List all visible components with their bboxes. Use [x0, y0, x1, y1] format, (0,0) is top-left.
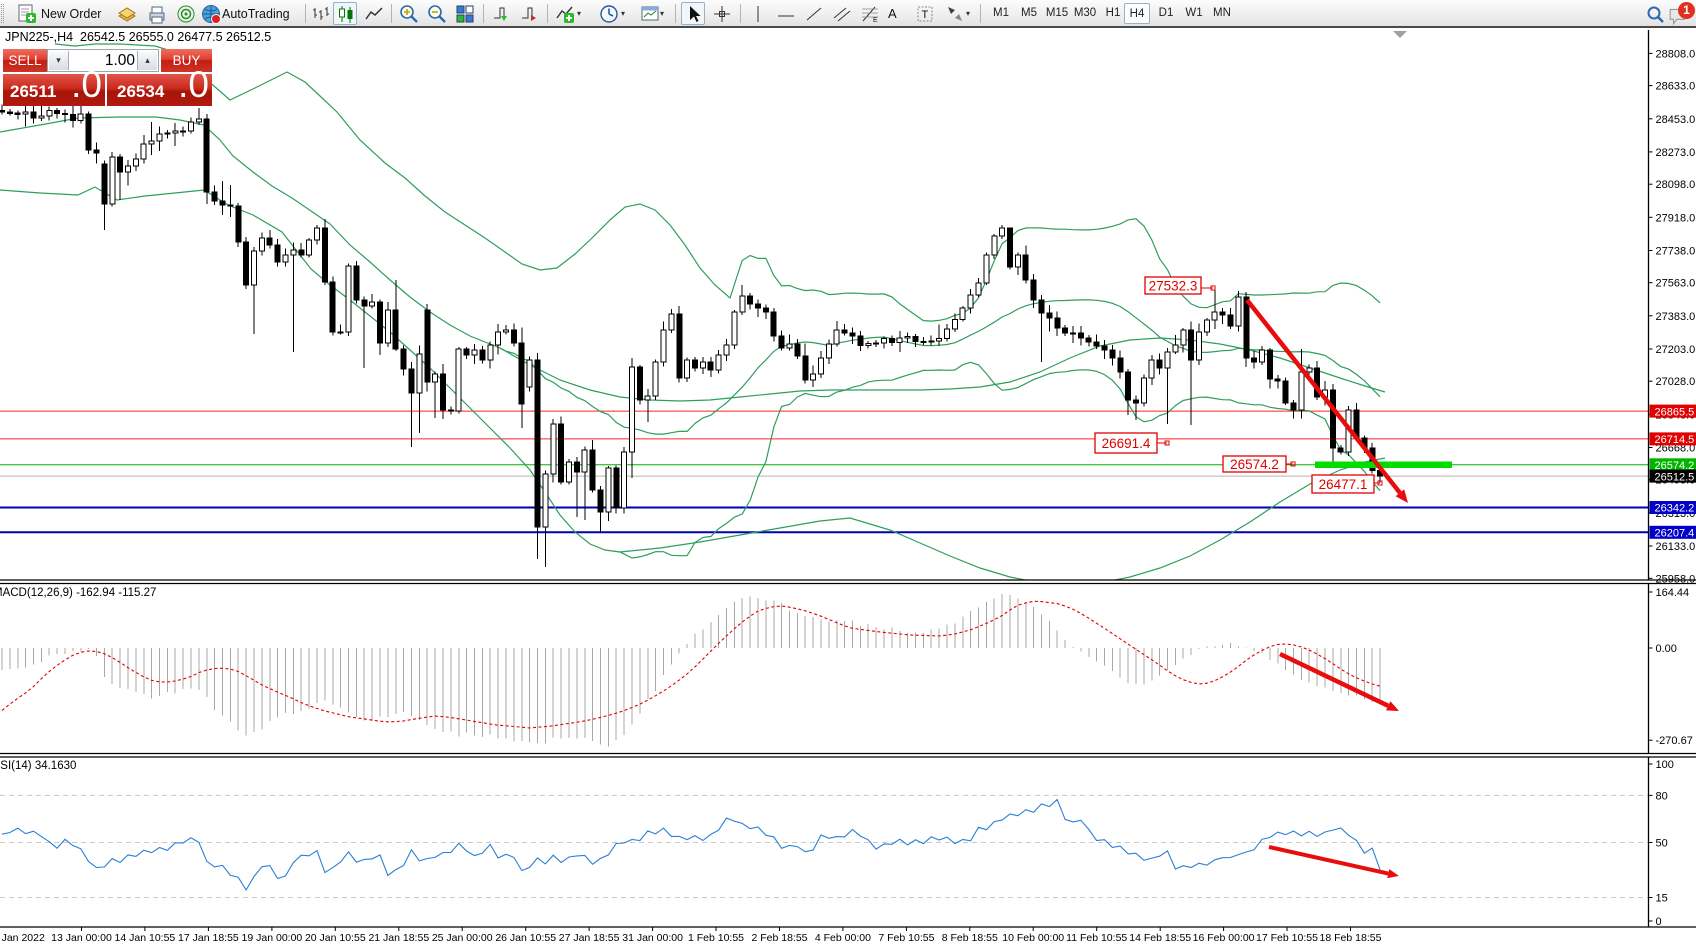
svg-text:50: 50	[1656, 838, 1668, 850]
svg-text:28273.0: 28273.0	[1656, 147, 1696, 159]
svg-text:28633.0: 28633.0	[1656, 81, 1696, 93]
svg-text:28808.0: 28808.0	[1656, 48, 1696, 60]
svg-text:25 Jan 00:00: 25 Jan 00:00	[432, 932, 493, 944]
svg-text:27 Jan 18:55: 27 Jan 18:55	[559, 932, 620, 944]
svg-text:26574.2: 26574.2	[1230, 457, 1279, 472]
svg-text:28098.0: 28098.0	[1656, 179, 1696, 191]
svg-text:31 Jan 00:00: 31 Jan 00:00	[622, 932, 683, 944]
svg-text:-270.67: -270.67	[1656, 735, 1693, 747]
svg-text:1 Feb 10:55: 1 Feb 10:55	[688, 932, 744, 944]
svg-text:26133.0: 26133.0	[1656, 541, 1696, 553]
svg-text:0: 0	[1656, 916, 1662, 928]
svg-text:27918.0: 27918.0	[1656, 212, 1696, 224]
svg-text:11 Feb 10:55: 11 Feb 10:55	[1066, 932, 1127, 944]
svg-text:27203.0: 27203.0	[1656, 344, 1696, 356]
svg-text:164.44: 164.44	[1656, 587, 1690, 599]
svg-text:28453.0: 28453.0	[1656, 114, 1696, 126]
svg-text:26865.5: 26865.5	[1655, 406, 1695, 418]
svg-text:RSI(14) 34.1630: RSI(14) 34.1630	[0, 760, 76, 772]
svg-text:7 Feb 10:55: 7 Feb 10:55	[878, 932, 934, 944]
svg-text:21 Jan 18:55: 21 Jan 18:55	[368, 932, 429, 944]
svg-text:18 Feb 18:55: 18 Feb 18:55	[1320, 932, 1382, 944]
svg-text:26691.4: 26691.4	[1102, 436, 1151, 451]
svg-text:20 Jan 10:55: 20 Jan 10:55	[305, 932, 366, 944]
svg-text:26714.5: 26714.5	[1655, 434, 1695, 446]
svg-text:MACD(12,26,9) -162.94 -115.27: MACD(12,26,9) -162.94 -115.27	[0, 587, 156, 599]
svg-text:17 Jan 18:55: 17 Jan 18:55	[178, 932, 239, 944]
svg-text:25958.0: 25958.0	[1656, 573, 1696, 585]
svg-text:26574.2: 26574.2	[1655, 460, 1695, 472]
svg-text:26207.4: 26207.4	[1655, 528, 1695, 540]
svg-text:12 Jan 2022: 12 Jan 2022	[0, 932, 45, 944]
svg-text:JPN225-,H4 26542.5 26555.0 26: JPN225-,H4 26542.5 26555.0 26477.5 26512…	[5, 30, 271, 44]
svg-text:E: E	[873, 17, 878, 24]
svg-text:10 Feb 00:00: 10 Feb 00:00	[1002, 932, 1064, 944]
svg-text:26512.5: 26512.5	[1655, 471, 1695, 483]
svg-text:14 Jan 10:55: 14 Jan 10:55	[115, 932, 176, 944]
svg-text:100: 100	[1656, 759, 1674, 771]
svg-text:0.00: 0.00	[1656, 643, 1677, 655]
svg-text:80: 80	[1656, 790, 1668, 802]
svg-text:26477.1: 26477.1	[1319, 477, 1368, 492]
svg-text:16 Feb 00:00: 16 Feb 00:00	[1193, 932, 1255, 944]
svg-text:27383.0: 27383.0	[1656, 311, 1696, 323]
svg-text:26668.0: 26668.0	[1656, 443, 1696, 455]
svg-text:17 Feb 10:55: 17 Feb 10:55	[1256, 932, 1318, 944]
svg-text:15: 15	[1656, 893, 1668, 905]
svg-text:27563.0: 27563.0	[1656, 278, 1696, 290]
svg-text:19 Jan 00:00: 19 Jan 00:00	[242, 932, 303, 944]
svg-text:T: T	[922, 9, 929, 21]
svg-text:8 Feb 18:55: 8 Feb 18:55	[942, 932, 998, 944]
svg-text:13 Jan 00:00: 13 Jan 00:00	[51, 932, 112, 944]
svg-text:27028.0: 27028.0	[1656, 376, 1696, 388]
svg-text:2 Feb 18:55: 2 Feb 18:55	[751, 932, 807, 944]
svg-text:27738.0: 27738.0	[1656, 246, 1696, 258]
svg-text:14 Feb 18:55: 14 Feb 18:55	[1129, 932, 1191, 944]
svg-text:27532.3: 27532.3	[1149, 279, 1198, 294]
svg-text:4 Feb 00:00: 4 Feb 00:00	[815, 932, 871, 944]
svg-text:26342.2: 26342.2	[1655, 503, 1695, 515]
svg-text:26 Jan 10:55: 26 Jan 10:55	[495, 932, 556, 944]
